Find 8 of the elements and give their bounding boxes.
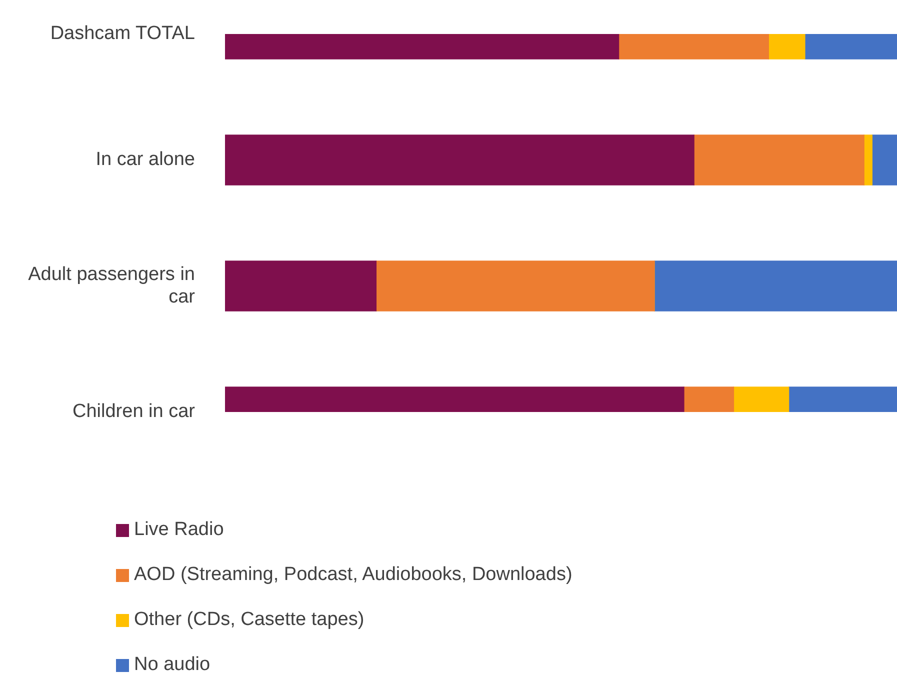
legend-label: Live Radio (134, 519, 224, 541)
legend-label: No audio (134, 654, 210, 676)
y-tick-label: Children in car (72, 401, 196, 422)
y-tick-label: Adult passengers in car (28, 264, 196, 308)
y-tick-label: In car alone (96, 149, 195, 170)
y-tick-label: Dashcam TOTAL (50, 23, 195, 44)
legend-label: Other (CDs, Casette tapes) (134, 609, 364, 631)
legend-label: AOD (Streaming, Podcast, Audiobooks, Downloads) (134, 564, 572, 586)
